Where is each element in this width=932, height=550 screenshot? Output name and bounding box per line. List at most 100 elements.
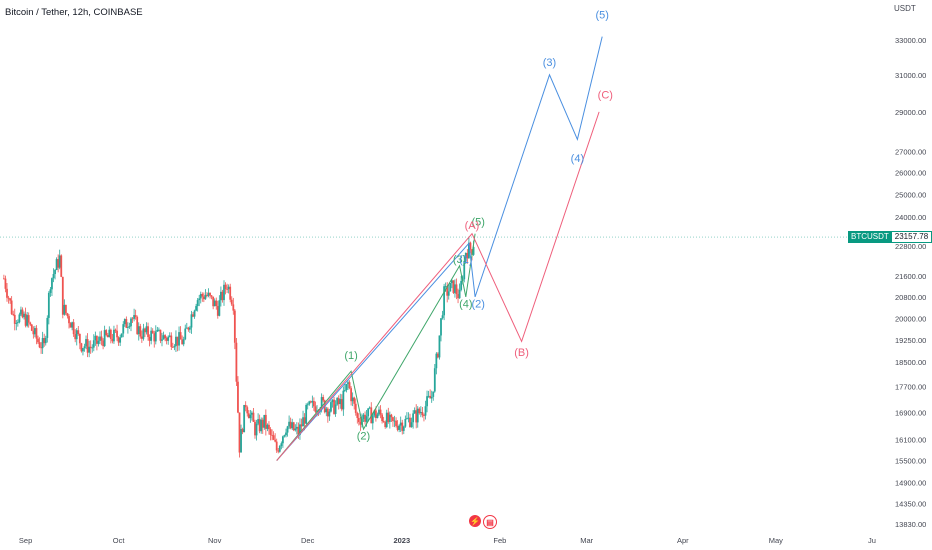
candle-body <box>58 255 61 268</box>
candle-body <box>385 412 388 428</box>
candle-body <box>190 314 193 328</box>
wave-projections <box>276 36 603 461</box>
candle-body <box>283 435 286 437</box>
candle-body <box>286 426 289 433</box>
candle-body <box>113 329 115 342</box>
candle-body <box>198 298 201 301</box>
y-tick-label: 24000.00 <box>895 213 926 222</box>
candle-body <box>432 391 435 397</box>
candle-body <box>114 329 117 331</box>
candle-body <box>195 306 197 311</box>
candle-body <box>388 414 391 422</box>
candle-body <box>4 278 7 289</box>
candle-body <box>71 322 73 328</box>
candle-body <box>252 412 255 422</box>
candle-body <box>357 417 360 422</box>
candle-body <box>308 401 311 405</box>
candle-body <box>302 417 304 427</box>
candle-body <box>238 412 241 453</box>
candle-body <box>106 335 109 338</box>
wave-label: (1) <box>344 350 357 362</box>
candle-body <box>419 412 422 414</box>
candle-body <box>257 419 259 424</box>
candle-body <box>261 419 264 428</box>
candle-body <box>344 390 346 391</box>
y-tick-label: 17700.00 <box>895 383 926 392</box>
candle-body <box>285 432 287 436</box>
candle-body <box>251 412 253 415</box>
candle-body <box>443 286 445 316</box>
candle-body <box>392 417 394 421</box>
candle-body <box>303 417 306 424</box>
candle-body <box>460 280 463 290</box>
candle-body <box>421 412 424 416</box>
candle-body <box>340 399 343 410</box>
candle-body <box>168 335 171 337</box>
candle-body <box>27 315 30 323</box>
candle-body <box>227 286 230 290</box>
x-tick-label: Mar <box>580 536 593 545</box>
candle-body <box>333 399 335 414</box>
symbol-title[interactable]: Bitcoin / Tether, 12h, COINBASE <box>5 7 143 18</box>
candle-body <box>63 304 66 315</box>
candles <box>3 237 475 458</box>
candle-body <box>271 434 273 436</box>
candle-body <box>268 424 270 430</box>
us-flag-icon[interactable]: ▤ <box>483 515 497 529</box>
x-tick-label: Oct <box>113 536 126 545</box>
candle-body <box>216 306 219 316</box>
candle-body <box>415 410 418 423</box>
candle-body <box>345 384 348 391</box>
candle-body <box>159 329 162 341</box>
candle-body <box>15 322 18 324</box>
candle-body <box>91 347 94 349</box>
candle-body <box>86 339 89 353</box>
candle-body <box>292 422 295 431</box>
candle-body <box>21 309 24 318</box>
candle-body <box>9 298 11 301</box>
candle-body <box>215 300 218 307</box>
candle-body <box>206 294 208 296</box>
x-tick-label: 2023 <box>393 536 410 545</box>
candle-body <box>26 315 29 326</box>
candle-body <box>130 318 132 327</box>
candle-body <box>220 291 222 301</box>
y-tick-label: 25000.00 <box>895 191 926 200</box>
candle-body <box>72 322 75 335</box>
x-tick-label: Dec <box>301 536 315 545</box>
candle-body <box>103 330 106 347</box>
candle-body <box>334 404 337 414</box>
candle-body <box>128 326 131 328</box>
candle-body <box>105 330 108 336</box>
candle-body <box>274 439 277 442</box>
wave-label: (3) <box>453 254 466 266</box>
wave-label: (3) <box>543 57 556 69</box>
candle-body <box>243 404 246 433</box>
candle-body <box>176 336 179 346</box>
candle-body <box>69 323 72 328</box>
candle-body <box>44 337 47 344</box>
candle-body <box>210 295 213 297</box>
candle-body <box>440 318 442 336</box>
candle-body <box>382 421 385 422</box>
candle-body <box>339 399 342 405</box>
candle-body <box>263 414 266 428</box>
y-tick-label: 29000.00 <box>895 108 926 117</box>
lightning-icon[interactable]: ⚡ <box>469 515 481 527</box>
candle-body <box>258 419 261 432</box>
candle-body <box>423 415 425 416</box>
candle-body <box>199 294 202 299</box>
blue-count-line <box>276 36 603 461</box>
y-tick-label: 14900.00 <box>895 479 926 488</box>
candle-body <box>412 413 414 423</box>
candle-body <box>137 326 140 335</box>
candle-body <box>23 313 25 318</box>
candle-body <box>325 408 328 413</box>
candle-body <box>331 399 334 403</box>
candle-body <box>424 406 427 416</box>
candle-body <box>336 398 339 405</box>
candle-body <box>139 326 142 337</box>
candle-body <box>429 395 432 399</box>
candle-body <box>413 410 416 414</box>
